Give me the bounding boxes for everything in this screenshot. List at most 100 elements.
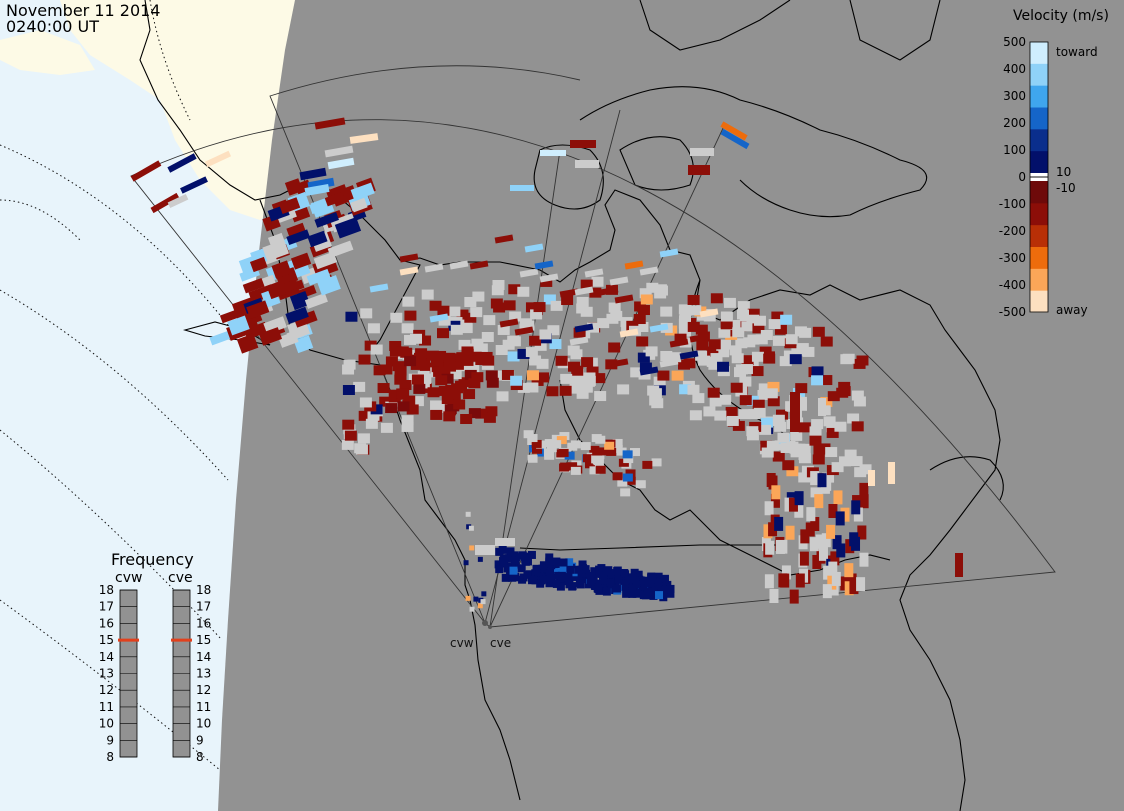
scatter-gate — [666, 589, 675, 598]
scatter-gate — [798, 449, 811, 460]
scatter-gate — [765, 388, 778, 399]
scatter-gate — [651, 458, 662, 467]
scatter-gate — [546, 386, 559, 397]
scatter-gate — [827, 575, 837, 590]
scatter-gate — [604, 441, 615, 450]
scatter-gate — [597, 318, 610, 329]
scatter-gate — [480, 599, 486, 605]
velocity-swatch — [1030, 42, 1048, 65]
scatter-gate — [342, 419, 355, 430]
scatter-gate — [798, 443, 811, 454]
scatter-gate — [576, 303, 589, 314]
scatter-gate — [729, 345, 742, 356]
scatter-gate — [737, 301, 750, 312]
scatter-gate — [717, 347, 730, 358]
scatter-gate — [402, 296, 415, 307]
scatter-gate — [835, 511, 845, 526]
scatter-gate — [692, 393, 705, 404]
velocity-small-tick-pos: 10 — [1056, 165, 1071, 179]
scatter-gate — [643, 587, 652, 596]
scatter-gate — [820, 375, 833, 386]
frequency-tick-label: 8 — [106, 750, 114, 764]
scatter-gate — [853, 507, 863, 522]
scatter-gate — [443, 411, 456, 422]
scatter-gate — [438, 385, 451, 396]
scatter-gate — [465, 511, 471, 517]
scatter-gate — [468, 408, 481, 419]
scatter-gate — [772, 414, 785, 425]
scatter-gate — [359, 397, 372, 408]
scatter-gate — [732, 327, 745, 338]
radar-site-cve-marker[interactable] — [488, 625, 492, 629]
scatter-gate — [494, 560, 503, 569]
scatter-gate — [307, 230, 328, 248]
scatter-gate — [523, 570, 532, 579]
scatter-gate — [560, 462, 571, 471]
scatter-gate — [314, 211, 339, 228]
scatter-gate — [666, 584, 675, 593]
scatter-gate — [789, 354, 802, 365]
scatter-gate — [580, 382, 593, 393]
scatter-gate — [753, 407, 766, 418]
scatter-gate — [630, 448, 641, 457]
scatter-gate — [868, 470, 875, 486]
scatter-gate — [612, 438, 623, 447]
scatter-gate — [529, 575, 538, 584]
scatter-gate — [790, 392, 800, 432]
scatter-gate — [774, 440, 787, 451]
scatter-gate — [438, 315, 451, 326]
frequency-tick-label: 14 — [99, 650, 114, 664]
scatter-gate — [609, 358, 629, 368]
scatter-gate — [561, 295, 574, 306]
scatter-gate — [547, 325, 560, 336]
scatter-gate — [586, 366, 599, 377]
scatter-gate — [358, 354, 371, 365]
scatter-gate — [811, 375, 824, 386]
scatter-gate — [399, 380, 412, 391]
scatter-gate — [469, 606, 475, 612]
scatter-gate — [522, 320, 535, 331]
scatter-gate — [293, 335, 314, 354]
scatter-gate — [810, 487, 823, 498]
scatter-gate — [580, 442, 591, 451]
scatter-gate — [716, 340, 729, 351]
scatter-gate — [569, 383, 582, 394]
scatter-gate — [853, 358, 866, 369]
frequency-tick-label: 12 — [99, 683, 114, 697]
scatter-gate — [485, 370, 498, 381]
scatter-gate — [399, 253, 419, 263]
scatter-gate — [659, 593, 668, 602]
scatter-gate — [844, 563, 854, 578]
scatter-gate — [507, 351, 520, 362]
scatter-gate — [612, 569, 621, 578]
scatter-gate — [794, 491, 804, 506]
scatter-gate — [832, 535, 842, 550]
scatter-gate — [719, 394, 732, 405]
scatter-gate — [564, 451, 575, 460]
radar-site-cvw-marker[interactable] — [482, 620, 488, 626]
velocity-tick-label: -100 — [999, 197, 1026, 211]
scatter-gate — [834, 421, 847, 432]
scatter-gate — [472, 291, 485, 302]
scatter-gate — [289, 290, 311, 311]
scatter-gate — [570, 140, 596, 148]
scatter-gate — [640, 294, 653, 305]
radar-site-cve-label: cve — [490, 636, 511, 650]
frequency-scales: 18 17 16 15 14 13 12 11 10 9 8 18 17 16 15 14 13 12 11 10 9 8 — [99, 583, 212, 764]
scatter-gate — [830, 551, 840, 566]
scatter-gate — [732, 420, 745, 431]
velocity-tick-label: -200 — [999, 224, 1026, 238]
scatter-gate — [751, 351, 764, 362]
velocity-swatch — [1030, 181, 1048, 204]
scatter-gate — [659, 585, 668, 594]
frequency-tick-label: 11 — [196, 700, 211, 714]
scatter-gate — [370, 404, 383, 415]
scatter-gate — [798, 472, 811, 483]
scatter-gate — [573, 327, 586, 338]
scatter-gate — [546, 444, 557, 453]
scatter-gate — [812, 326, 825, 337]
scatter-gate — [532, 564, 541, 573]
scatter-gate — [527, 550, 536, 559]
scatter-gate — [844, 581, 854, 596]
scatter-gate — [741, 355, 754, 366]
